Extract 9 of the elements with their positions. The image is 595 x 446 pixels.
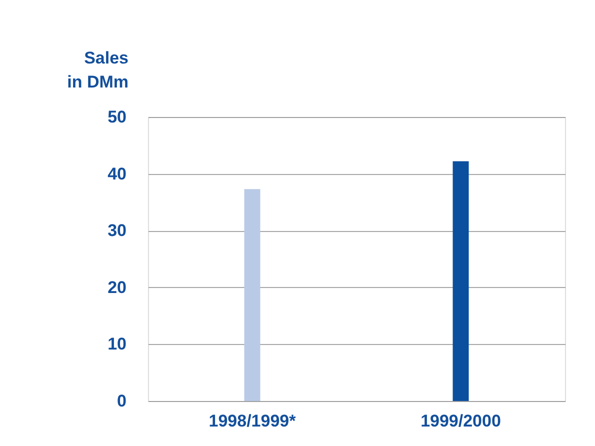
y-axis-title: Sales in DMm (67, 48, 128, 92)
x-tick-label: 1998/1999* (208, 412, 296, 430)
y-tick-label: 10 (108, 334, 126, 354)
y-tick-label: 20 (108, 278, 126, 297)
x-tick-label: 1999/2000 (420, 412, 501, 430)
y-tick-label: 40 (108, 164, 126, 184)
y-tick-label: 30 (108, 221, 126, 240)
y-tick-label: 0 (117, 392, 126, 410)
y-tick-label: 50 (108, 108, 126, 126)
